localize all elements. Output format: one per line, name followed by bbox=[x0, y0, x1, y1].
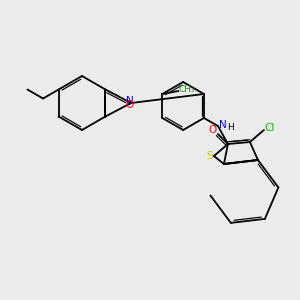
Text: CH₃: CH₃ bbox=[178, 85, 195, 94]
Text: O: O bbox=[126, 100, 134, 110]
Text: Cl: Cl bbox=[265, 123, 275, 133]
Text: S: S bbox=[207, 151, 213, 161]
Text: H: H bbox=[227, 124, 234, 133]
Text: N: N bbox=[219, 120, 227, 130]
Text: N: N bbox=[126, 95, 134, 106]
Text: O: O bbox=[209, 125, 217, 135]
